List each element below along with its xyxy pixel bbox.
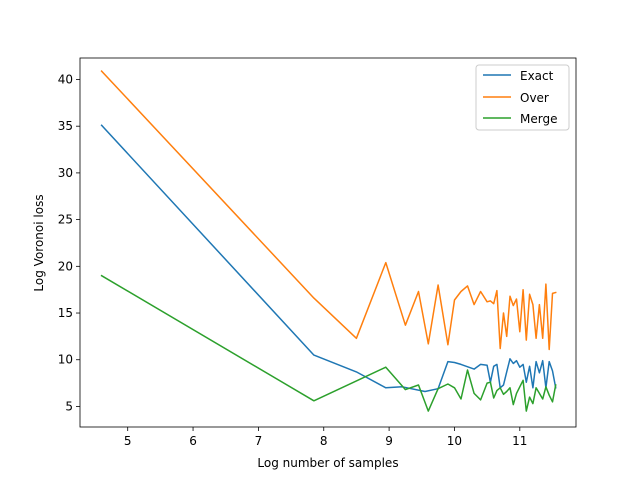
y-axis-label: Log Voronoi loss xyxy=(32,194,46,291)
axes-frame xyxy=(79,57,577,428)
x-tick-label: 10 xyxy=(447,434,462,448)
y-tick-label: 10 xyxy=(58,353,73,367)
y-tick-label: 35 xyxy=(58,119,73,133)
series-line-over xyxy=(100,70,557,351)
legend: Exact Over Merge xyxy=(475,64,570,131)
series-layer xyxy=(100,70,557,412)
x-tick-label: 5 xyxy=(124,434,132,448)
series-line-exact xyxy=(100,124,557,393)
y-axis-ticks: 5 10 15 20 25 30 35 40 xyxy=(58,72,80,413)
legend-label-merge: Merge xyxy=(520,112,557,126)
x-tick-label: 6 xyxy=(189,434,197,448)
x-tick-label: 7 xyxy=(255,434,263,448)
x-axis-ticks: 5 6 7 8 9 10 11 xyxy=(124,427,527,448)
series-line-merge xyxy=(100,274,557,412)
x-axis-label: Log number of samples xyxy=(257,456,398,470)
legend-label-over: Over xyxy=(520,91,549,105)
y-tick-label: 20 xyxy=(58,259,73,273)
y-tick-label: 25 xyxy=(58,213,73,227)
x-tick-label: 9 xyxy=(385,434,393,448)
x-tick-label: 11 xyxy=(512,434,527,448)
plot-area xyxy=(79,57,577,428)
y-tick-label: 5 xyxy=(65,399,73,413)
y-tick-label: 30 xyxy=(58,166,73,180)
y-tick-label: 15 xyxy=(58,306,73,320)
legend-label-exact: Exact xyxy=(520,69,554,83)
x-tick-label: 8 xyxy=(320,434,328,448)
legend-box xyxy=(475,64,570,131)
y-tick-label: 40 xyxy=(58,72,73,86)
